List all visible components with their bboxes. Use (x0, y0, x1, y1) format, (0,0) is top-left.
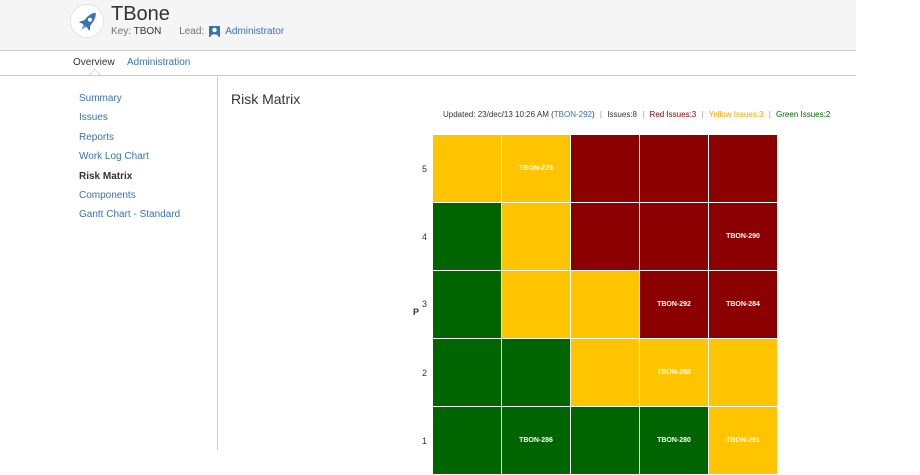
matrix-cell (709, 135, 777, 202)
probability-axis-label: P (413, 307, 420, 317)
tab-overview[interactable]: Overview (73, 57, 115, 68)
matrix-cell[interactable]: TBON-286 (502, 407, 570, 474)
risk-matrix-grid: TBON-279 TBON-290 TBON-292 TBON-284 TBON-288… (433, 135, 777, 475)
sidebar-item-components[interactable]: Components (79, 189, 136, 201)
project-header: TBone Key: TBON Lead: Administrator (0, 0, 856, 51)
sidebar-item-reports[interactable]: Reports (79, 131, 115, 143)
issue-key-label[interactable]: TBON-291 (726, 437, 760, 444)
matrix-cell (640, 203, 708, 270)
matrix-cell (709, 339, 777, 406)
matrix-cell (640, 135, 708, 202)
row-label-1: 1 (421, 436, 427, 446)
active-tab-caret (89, 69, 101, 75)
separator: | (599, 110, 602, 119)
matrix-cell[interactable]: TBON-288 (640, 339, 708, 406)
yellow-issues-count: Yellow Issues:3 (708, 110, 764, 119)
separator: | (642, 110, 645, 119)
lead-label: Lead: (179, 26, 205, 37)
issue-key-label[interactable]: TBON-288 (657, 369, 691, 376)
matrix-cell (502, 339, 570, 406)
row-label-2: 2 (421, 368, 427, 378)
sidebar-nav: Summary Issues Reports Work Log Chart Ri… (79, 92, 180, 228)
matrix-cell[interactable]: TBON-284 (709, 271, 777, 338)
matrix-cell (433, 135, 501, 202)
page-frame: TBone Key: TBON Lead: Administrator Over… (0, 0, 856, 474)
sidebar-item-work-log-chart[interactable]: Work Log Chart (79, 151, 149, 163)
matrix-cell (433, 339, 501, 406)
issue-key-label[interactable]: TBON-290 (726, 233, 760, 240)
user-avatar-icon (209, 26, 220, 40)
issue-key-label[interactable]: TBON-279 (519, 165, 553, 172)
matrix-cell (571, 135, 639, 202)
matrix-cell (502, 203, 570, 270)
green-issues-count: Green Issues:2 (776, 110, 831, 119)
issue-key-label[interactable]: TBON-286 (519, 437, 553, 444)
issue-key-label[interactable]: TBON-280 (657, 437, 691, 444)
issue-key-label[interactable]: TBON-284 (726, 301, 760, 308)
matrix-status-line: Updated: 23/dec/13 10:26 AM (TBON-292) |… (443, 110, 830, 119)
row-label-4: 4 (421, 232, 427, 242)
matrix-cell[interactable]: TBON-291 (709, 407, 777, 474)
red-issues-count: Red Issues:3 (649, 110, 697, 119)
matrix-cell (571, 339, 639, 406)
sidebar-item-issues[interactable]: Issues (79, 112, 108, 124)
sidebar: Summary Issues Reports Work Log Chart Ri… (0, 77, 218, 450)
separator: | (768, 110, 771, 119)
issue-key-label[interactable]: TBON-292 (657, 301, 691, 308)
matrix-cell (571, 271, 639, 338)
tab-administration[interactable]: Administration (127, 57, 191, 68)
matrix-cell (571, 407, 639, 474)
project-title: TBone (111, 3, 170, 25)
sidebar-item-summary[interactable]: Summary (79, 93, 122, 104)
sidebar-item-risk-matrix[interactable]: Risk Matrix (79, 170, 133, 182)
page-title: Risk Matrix (231, 91, 301, 107)
lead-link[interactable]: Administrator (225, 26, 285, 37)
separator: | (701, 110, 704, 119)
key-label: Key: (111, 26, 132, 37)
matrix-cell (571, 203, 639, 270)
matrix-cell[interactable]: TBON-279 (502, 135, 570, 202)
project-meta: Key: TBON Lead: Administrator (111, 26, 284, 40)
row-label-3: 3 (421, 299, 427, 309)
issues-count: Issues:8 (607, 110, 637, 119)
updated-prefix: Updated: 23/dec/13 10:26 AM ( (443, 110, 554, 119)
rocket-icon[interactable] (70, 4, 104, 38)
project-key: TBON (133, 26, 162, 37)
matrix-cell (433, 407, 501, 474)
matrix-cell[interactable]: TBON-290 (709, 203, 777, 270)
sidebar-item-gantt-chart[interactable]: Gantt Chart - Standard (79, 209, 181, 221)
row-label-5: 5 (421, 164, 427, 174)
updated-suffix: ) (591, 110, 595, 119)
matrix-cell (502, 271, 570, 338)
updated-issue-link[interactable]: TBON-292 (553, 110, 592, 119)
project-tabs: Overview Administration (0, 51, 856, 76)
matrix-cell[interactable]: TBON-280 (640, 407, 708, 474)
matrix-cell (433, 203, 501, 270)
matrix-cell (433, 271, 501, 338)
matrix-cell[interactable]: TBON-292 (640, 271, 708, 338)
